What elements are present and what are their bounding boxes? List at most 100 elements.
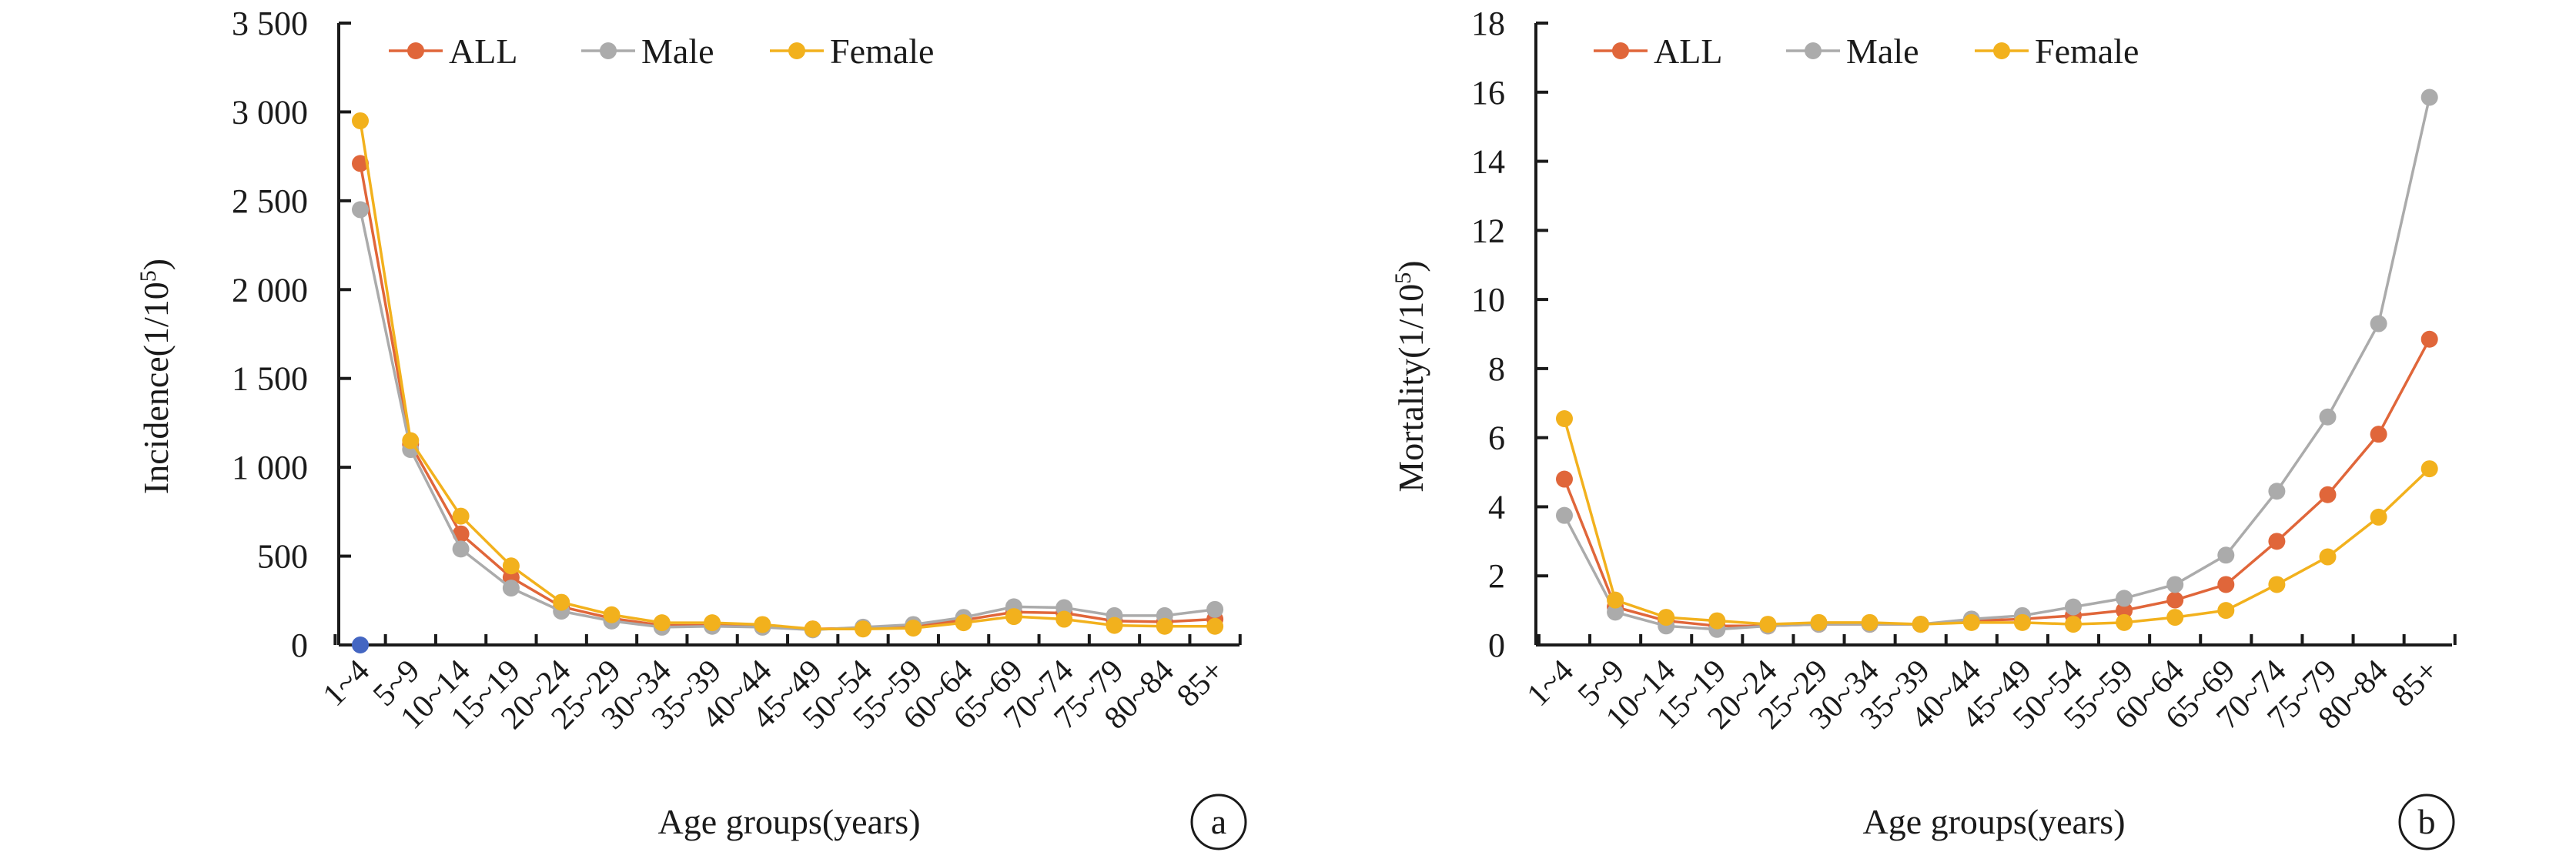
data-point-all <box>2116 602 2133 620</box>
data-point-female <box>1658 609 1675 626</box>
data-point-female <box>1861 613 1878 631</box>
panel-letter-circle <box>1190 794 1247 850</box>
data-point-female <box>402 432 420 449</box>
highlighted-data-point <box>352 636 369 653</box>
y-tick-label: 3 500 <box>232 5 308 42</box>
legend-marker-male <box>600 42 617 59</box>
y-tick-label: 1 000 <box>232 449 308 486</box>
series-line-female <box>1563 418 2430 626</box>
data-point-female <box>2370 508 2387 526</box>
legend-label-male: Male <box>641 32 714 71</box>
data-point-female <box>1156 617 1173 635</box>
y-tick-label: 0 <box>1488 626 1505 664</box>
legend-label-female: Female <box>2035 32 2139 71</box>
data-point-female <box>352 112 369 129</box>
data-point-male <box>502 580 520 597</box>
legend-label-all: ALL <box>1654 32 1722 71</box>
data-point-female <box>1055 610 1073 628</box>
y-tick-label: 6 <box>1488 419 1505 457</box>
y-axis-title-unit: (1/10 <box>1391 284 1430 359</box>
data-point-female <box>1962 613 1980 631</box>
series-line-male <box>1563 97 2431 631</box>
data-point-female <box>2013 613 2031 631</box>
data-point-male <box>2319 408 2337 426</box>
y-axis-title-unit-close: ) <box>136 259 176 270</box>
panel-letter: b <box>2418 802 2436 841</box>
data-point-female <box>2319 548 2337 566</box>
y-tick-label: 4 <box>1488 488 1505 526</box>
x-tick-label: 1~4 <box>316 653 376 713</box>
y-tick-label: 12 <box>1471 212 1505 249</box>
data-point-male <box>2370 315 2387 332</box>
data-point-female <box>452 507 470 525</box>
data-point-female <box>2166 609 2184 626</box>
data-point-male <box>352 201 369 219</box>
data-point-female <box>603 606 621 623</box>
data-point-male <box>2268 483 2286 500</box>
y-tick-label: 14 <box>1471 143 1505 181</box>
data-point-female <box>1607 591 1624 609</box>
data-point-male <box>2065 598 2082 616</box>
data-point-female <box>1206 617 1224 635</box>
data-point-female <box>1708 612 1726 630</box>
x-tick-label: 85+ <box>2385 653 2446 714</box>
series-line-male <box>359 209 1216 632</box>
legend-label-all: ALL <box>449 32 517 71</box>
data-point-female <box>1810 613 1828 631</box>
y-axis-title: Incidence(1/105) <box>135 259 176 494</box>
y-tick-label: 1 500 <box>232 360 308 398</box>
x-axis-title: Age groups(years) <box>1862 802 2125 841</box>
data-point-female <box>2065 616 2082 633</box>
series-line-all <box>359 163 1216 630</box>
data-point-male <box>1556 506 1573 524</box>
panel-b-mortality-chart: 0246810121416181~45~910~1415~1920~2425~2… <box>1390 5 2457 850</box>
y-tick-label: 500 <box>257 538 308 576</box>
data-point-female <box>855 620 871 638</box>
data-point-male <box>2116 590 2133 607</box>
data-point-female <box>704 614 721 632</box>
data-point-all <box>2268 533 2286 550</box>
data-point-female <box>553 593 570 611</box>
y-axis-title: Mortality(1/105) <box>1390 260 1430 492</box>
data-point-all <box>352 155 369 172</box>
y-tick-label: 16 <box>1471 74 1505 112</box>
y-axis-title-unit: (1/10 <box>136 282 176 356</box>
data-point-all <box>2370 426 2387 443</box>
data-point-female <box>804 620 821 638</box>
legend-marker-male <box>1805 42 1822 59</box>
data-point-male <box>2217 546 2235 564</box>
data-point-male <box>2166 576 2184 593</box>
legend-marker-female <box>788 42 805 59</box>
y-axis-title-unit-exponent: 5 <box>1390 272 1416 284</box>
legend-marker-all <box>407 42 424 59</box>
legend-marker-female <box>1993 42 2010 59</box>
y-axis-title-main: Incidence <box>136 356 176 494</box>
data-point-female <box>2420 460 2438 478</box>
data-point-female <box>2116 613 2133 631</box>
data-point-all <box>2420 330 2438 348</box>
data-point-all <box>2319 486 2337 503</box>
data-point-male <box>1206 600 1224 618</box>
y-tick-label: 3 000 <box>232 93 308 131</box>
x-axis-title: Age groups(years) <box>657 802 920 841</box>
data-point-female <box>2217 602 2235 620</box>
y-tick-label: 0 <box>291 626 308 664</box>
data-point-all <box>2166 591 2184 609</box>
y-axis-title-unit-exponent: 5 <box>135 270 161 282</box>
data-point-all <box>2217 576 2235 593</box>
y-tick-label: 18 <box>1471 5 1505 42</box>
legend-label-male: Male <box>1846 32 1919 71</box>
data-point-female <box>1556 409 1573 427</box>
data-point-male <box>2420 89 2438 106</box>
panel-letter: a <box>1211 802 1226 841</box>
series-line-all <box>1563 338 2431 628</box>
data-point-male <box>1607 603 1624 621</box>
panel-letter-circle <box>2398 794 2455 850</box>
data-point-all <box>1556 470 1573 488</box>
data-point-female <box>754 616 771 633</box>
y-tick-label: 10 <box>1471 281 1505 319</box>
data-point-female <box>653 614 671 632</box>
x-tick-label: 85+ <box>1170 653 1231 714</box>
